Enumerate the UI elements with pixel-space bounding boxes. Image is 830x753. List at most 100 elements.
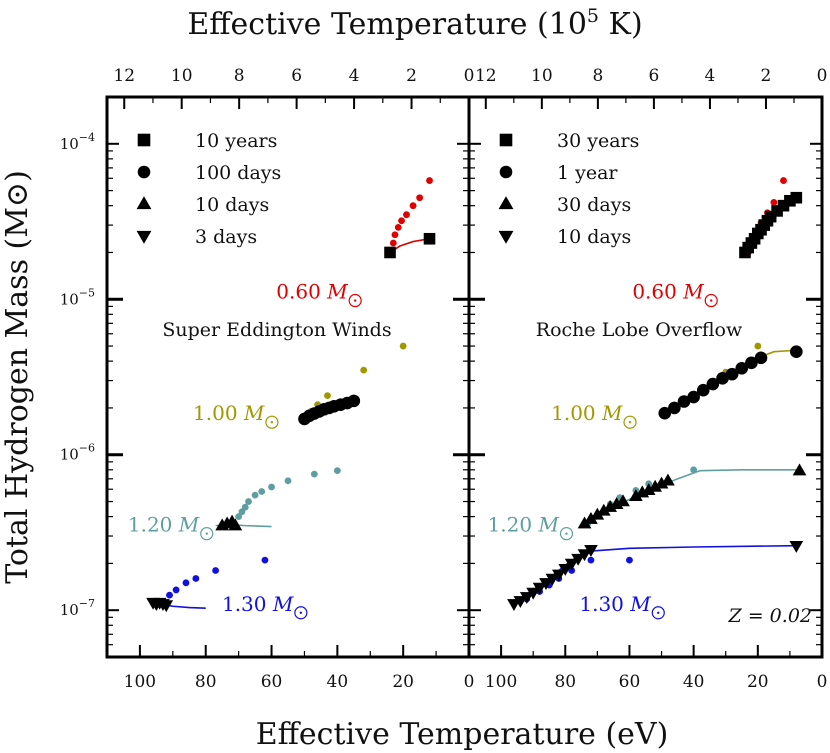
series-marker-triangle-down: [552, 569, 566, 582]
legend-marker-square: [137, 133, 151, 147]
top-tick-label: 8: [234, 66, 245, 86]
sun-symbol-icon-dot: [353, 299, 357, 302]
series-dot: [394, 223, 402, 231]
mass-label-value: 1.20: [128, 513, 179, 537]
series-marker-circle: [725, 367, 739, 381]
series-marker-triangle-down: [513, 596, 528, 608]
series-marker-triangle-down: [545, 573, 560, 586]
series-dot: [166, 591, 173, 599]
series-marker-circle: [687, 390, 700, 404]
sun-symbol-icon-dot: [657, 611, 660, 614]
y-tick-label: 10−5: [60, 286, 95, 308]
metallicity-annotation: Z = 0.02: [727, 605, 812, 627]
series-marker-circle: [790, 345, 803, 358]
top-tick-label: 2: [406, 66, 417, 86]
mass-label: 1.30 M: [579, 592, 651, 616]
top-tick-label: 0: [817, 66, 828, 86]
sun-symbol-icon: [294, 606, 308, 620]
top-tick-label: 0: [464, 66, 475, 86]
mass-label: 0.60 M: [276, 280, 348, 304]
y-tick-label-exponent: −7: [79, 597, 95, 610]
series-marker-triangle-down: [519, 592, 534, 604]
series-marker-triangle-down: [539, 578, 553, 591]
y-tick-label-base: 10: [60, 446, 79, 464]
x-tick-label: 20: [747, 672, 769, 692]
x-tick-label: 40: [327, 672, 349, 692]
x-tick-label: 0: [817, 672, 828, 692]
series-dot: [245, 498, 252, 505]
legend-marker-circle: [499, 165, 513, 179]
mass-label-unit: M: [601, 401, 623, 425]
legend-marker-circle: [137, 165, 151, 179]
legend-label: 10 years: [195, 130, 277, 152]
series-dot: [182, 579, 190, 587]
sun-symbol-icon: [559, 527, 574, 541]
panel-label: Super Eddington Winds: [162, 319, 391, 341]
mass-label: 0.60 M: [632, 280, 704, 304]
series-marker-triangle-down: [571, 553, 585, 566]
x-tick-label: 100: [485, 672, 517, 692]
x-tick-label: 60: [619, 672, 641, 692]
legend-label: 100 days: [195, 162, 281, 184]
x-tick-label: 20: [392, 672, 414, 692]
mass-label-unit: M: [537, 513, 559, 537]
mass-label: 1.00 M: [551, 401, 623, 425]
sun-symbol-icon-dot: [628, 420, 632, 424]
sun-symbol-icon: [265, 415, 279, 429]
series-marker-triangle-down: [564, 558, 579, 571]
mass-label: 1.20 M: [128, 513, 200, 537]
series-dot: [268, 483, 275, 491]
series-dot: [324, 392, 331, 400]
x-tick-label: 100: [124, 672, 156, 692]
sun-symbol-icon: [704, 293, 718, 308]
series-dot: [626, 556, 633, 564]
legend-marker-triangle-up: [498, 196, 514, 210]
y-tick-label: 10−4: [60, 131, 95, 153]
x-tick-label: 80: [195, 672, 217, 692]
series-dot: [310, 470, 318, 478]
series-dot: [284, 477, 292, 485]
mass-label-value: 1.00: [193, 401, 244, 425]
series-group: [507, 540, 804, 611]
series-dot: [426, 177, 433, 184]
mass-label-value: 1.00: [551, 401, 602, 425]
mass-label: 1.20 M: [488, 513, 560, 537]
y-tick-label: 10−7: [60, 597, 95, 619]
sun-symbol-icon-dot: [205, 532, 208, 535]
sun-symbol-icon-dot: [710, 299, 713, 302]
mass-label-value: 1.30: [222, 592, 273, 616]
series-dot: [241, 503, 249, 511]
x-tick-label: 60: [261, 672, 283, 692]
mass-label-value: 1.20: [488, 513, 539, 537]
y-tick-label-base: 10: [60, 135, 79, 153]
series-marker-triangle-down: [577, 549, 592, 562]
sun-symbol-icon: [623, 415, 637, 429]
legend-label: 30 years: [557, 130, 639, 152]
series-marker-circle: [668, 401, 681, 415]
x-tick-label: 80: [554, 672, 576, 692]
metallicity-annotation-text: Z = 0.02: [727, 605, 812, 627]
series-dot: [403, 211, 410, 219]
mass-label-unit: M: [682, 280, 704, 304]
mass-label-unit: M: [326, 280, 348, 304]
y-tick-label-base: 10: [60, 601, 79, 619]
legend-label: 3 days: [195, 226, 257, 248]
mass-label-unit: M: [178, 513, 200, 537]
series-dot: [172, 586, 180, 594]
series-marker-square: [790, 191, 803, 204]
series-dot: [212, 567, 220, 574]
series-dot: [770, 198, 778, 206]
series-dot: [391, 231, 399, 239]
sun-symbol-icon-dot: [565, 532, 568, 535]
series-dot: [333, 467, 341, 475]
series-group: [658, 342, 803, 420]
series-dot: [360, 366, 368, 374]
panel-label: Roche Lobe Overflow: [536, 319, 743, 341]
series-marker-circle: [347, 394, 361, 408]
series-marker-circle: [735, 361, 749, 375]
series-marker-triangle-up: [792, 463, 807, 476]
top-tick-label: 10: [171, 66, 193, 86]
top-tick-label: 8: [592, 66, 603, 86]
series-dot: [690, 466, 698, 474]
